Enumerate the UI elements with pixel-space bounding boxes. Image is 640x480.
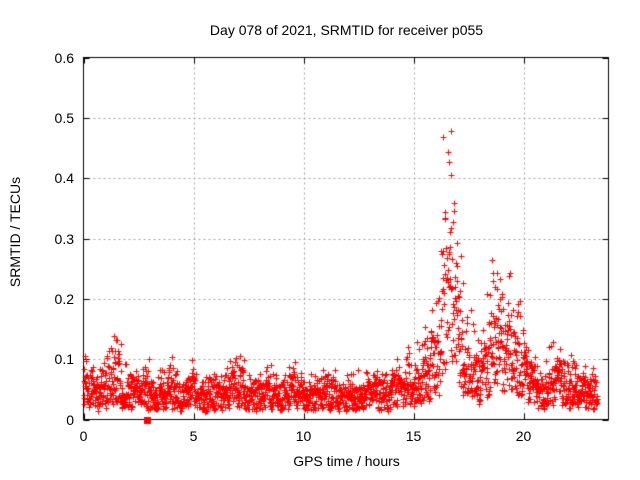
y-tick-label: 0.1 [54,351,74,368]
y-tick-label: 0.6 [54,49,74,66]
y-tick-label: 0.3 [54,230,74,247]
x-tick-label: 20 [515,428,532,444]
y-tick-label: 0.4 [54,170,74,187]
x-tick-label: 0 [79,428,88,444]
x-tick-label: 15 [405,428,422,444]
y-tick-label: 0.5 [54,109,74,126]
chart-title: Day 078 of 2021, SRMTID for receiver p05… [209,22,484,38]
x-axis-label: GPS time / hours [293,453,400,469]
x-tick-label: 10 [295,428,312,444]
x-tick-label: 5 [189,428,198,444]
y-tick-label: 0 [66,411,74,428]
y-tick-label: 0.2 [54,290,74,307]
